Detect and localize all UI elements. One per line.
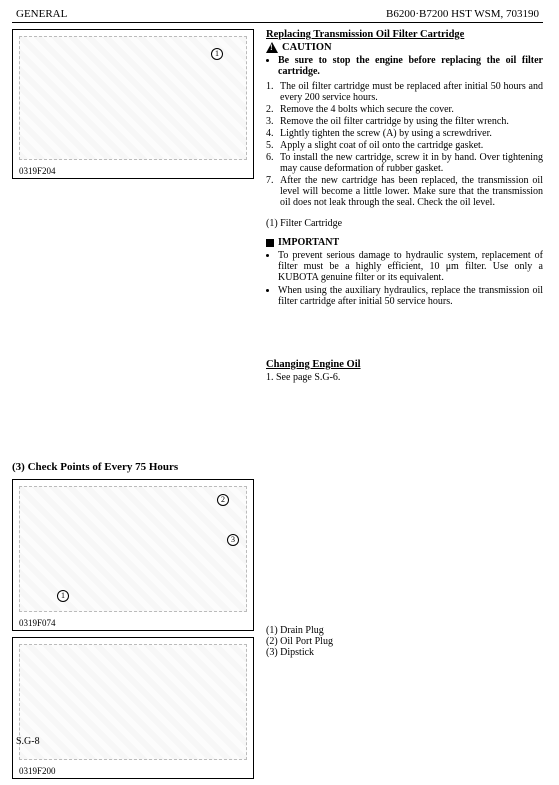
checkpoints-title: (3) Check Points of Every 75 Hours xyxy=(12,461,254,473)
left-column: 1 0319F204 (3) Check Points of Every 75 … xyxy=(12,29,254,785)
caution-label: CAUTION xyxy=(282,42,332,53)
header-right: B6200·B7200 HST WSM, 703190 xyxy=(386,8,539,20)
caution-row: CAUTION xyxy=(266,42,543,53)
step-item: 2.Remove the 4 bolts which secure the co… xyxy=(266,104,543,115)
legend-item: (3) Dipstick xyxy=(266,647,543,658)
caution-bullet-1: Be sure to stop the engine before replac… xyxy=(278,55,543,77)
important-bullet: When using the auxiliary hydraulics, rep… xyxy=(278,285,543,307)
important-bullets: To prevent serious damage to hydraulic s… xyxy=(266,250,543,307)
figure-2-callout-3: 3 xyxy=(227,534,239,546)
step-item: 6.To install the new cartridge, screw it… xyxy=(266,152,543,174)
page-footer: S.G-8 xyxy=(16,736,40,747)
page-header: GENERAL B6200·B7200 HST WSM, 703190 xyxy=(12,8,543,23)
legend-item: (1) Drain Plug xyxy=(266,625,543,636)
steps-list: 1.The oil filter cartridge must be repla… xyxy=(266,81,543,208)
figure-1-label: 0319F204 xyxy=(17,166,58,176)
section2-title: Changing Engine Oil xyxy=(266,359,543,370)
figure-2-label: 0319F074 xyxy=(17,618,58,628)
spacer-2 xyxy=(266,311,543,359)
content-row: 1 0319F204 (3) Check Points of Every 75 … xyxy=(12,29,543,785)
figure-1: 1 0319F204 xyxy=(12,29,254,179)
step-item: 1.The oil filter cartridge must be repla… xyxy=(266,81,543,103)
figure-2: 1 2 3 0319F074 xyxy=(12,479,254,631)
header-left: GENERAL xyxy=(16,8,67,20)
caution-triangle-icon xyxy=(266,42,278,53)
figure-3-diagram xyxy=(19,644,247,760)
figure-3: 0319F200 xyxy=(12,637,254,779)
step-item: 3.Remove the oil filter cartridge by usi… xyxy=(266,116,543,127)
important-label: IMPORTANT xyxy=(278,237,339,248)
caution-bullets: Be sure to stop the engine before replac… xyxy=(266,55,543,77)
section2-step: 1. See page S.G-6. xyxy=(266,372,543,383)
figure-3-label: 0319F200 xyxy=(17,766,58,776)
important-bullet: To prevent serious damage to hydraulic s… xyxy=(278,250,543,283)
figure-2-callout-1: 1 xyxy=(57,590,69,602)
right-column: Replacing Transmission Oil Filter Cartri… xyxy=(266,29,543,785)
figure-2-legend: (1) Drain Plug (2) Oil Port Plug (3) Dip… xyxy=(266,625,543,658)
figure-2-callout-2: 2 xyxy=(217,494,229,506)
figure-2-diagram xyxy=(19,486,247,612)
spacer xyxy=(12,185,254,455)
figure-1-legend: (1) Filter Cartridge xyxy=(266,218,543,229)
step-item: 7.After the new cartridge has been repla… xyxy=(266,175,543,208)
black-square-icon xyxy=(266,239,274,247)
legend-item: (2) Oil Port Plug xyxy=(266,636,543,647)
important-row: IMPORTANT xyxy=(266,237,543,248)
figure-1-callout-1: 1 xyxy=(211,48,223,60)
spacer-3 xyxy=(266,383,543,621)
section1-title: Replacing Transmission Oil Filter Cartri… xyxy=(266,29,543,40)
step-item: 4.Lightly tighten the screw (A) by using… xyxy=(266,128,543,139)
step-item: 5.Apply a slight coat of oil onto the ca… xyxy=(266,140,543,151)
